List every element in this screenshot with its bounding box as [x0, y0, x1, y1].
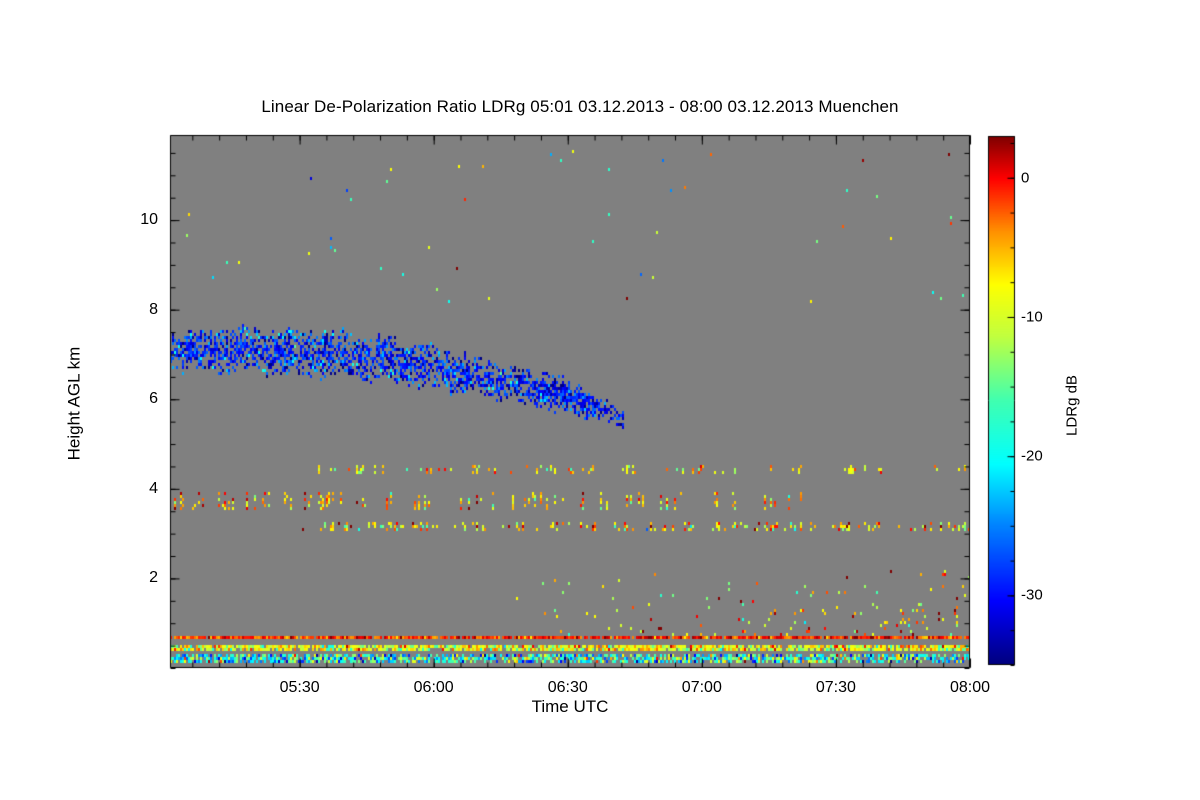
y-tick-label-3: 8	[149, 300, 158, 318]
y-tick-label-1: 4	[149, 479, 158, 497]
y-tick-label-0: 2	[149, 569, 158, 587]
y-axis-label: Height AGL km	[64, 346, 84, 461]
x-tick-label-2: 06:30	[547, 679, 588, 696]
colorbar-tick-label-3: -30	[1021, 586, 1043, 604]
x-axis-label: Time UTC	[531, 697, 609, 716]
x-tick-label-5: 08:00	[949, 679, 991, 696]
colorbar-label: LDRg dB	[1063, 375, 1081, 436]
x-tick-label-3: 07:00	[681, 679, 722, 696]
y-tick-label-2: 6	[149, 390, 158, 408]
colorbar-tick-label-1: -10	[1021, 308, 1043, 326]
page-title: Linear De-Polarization Ratio LDRg 05:01 …	[261, 97, 899, 116]
x-tick-label-0: 05:30	[279, 679, 320, 696]
colorbar-tick-label-2: -20	[1021, 447, 1043, 465]
x-tick-label-4: 07:30	[815, 679, 856, 696]
colorbar-tick-label-0: 0	[1021, 169, 1030, 187]
x-tick-label-1: 06:00	[413, 679, 454, 696]
y-tick-label-4: 10	[140, 211, 158, 229]
